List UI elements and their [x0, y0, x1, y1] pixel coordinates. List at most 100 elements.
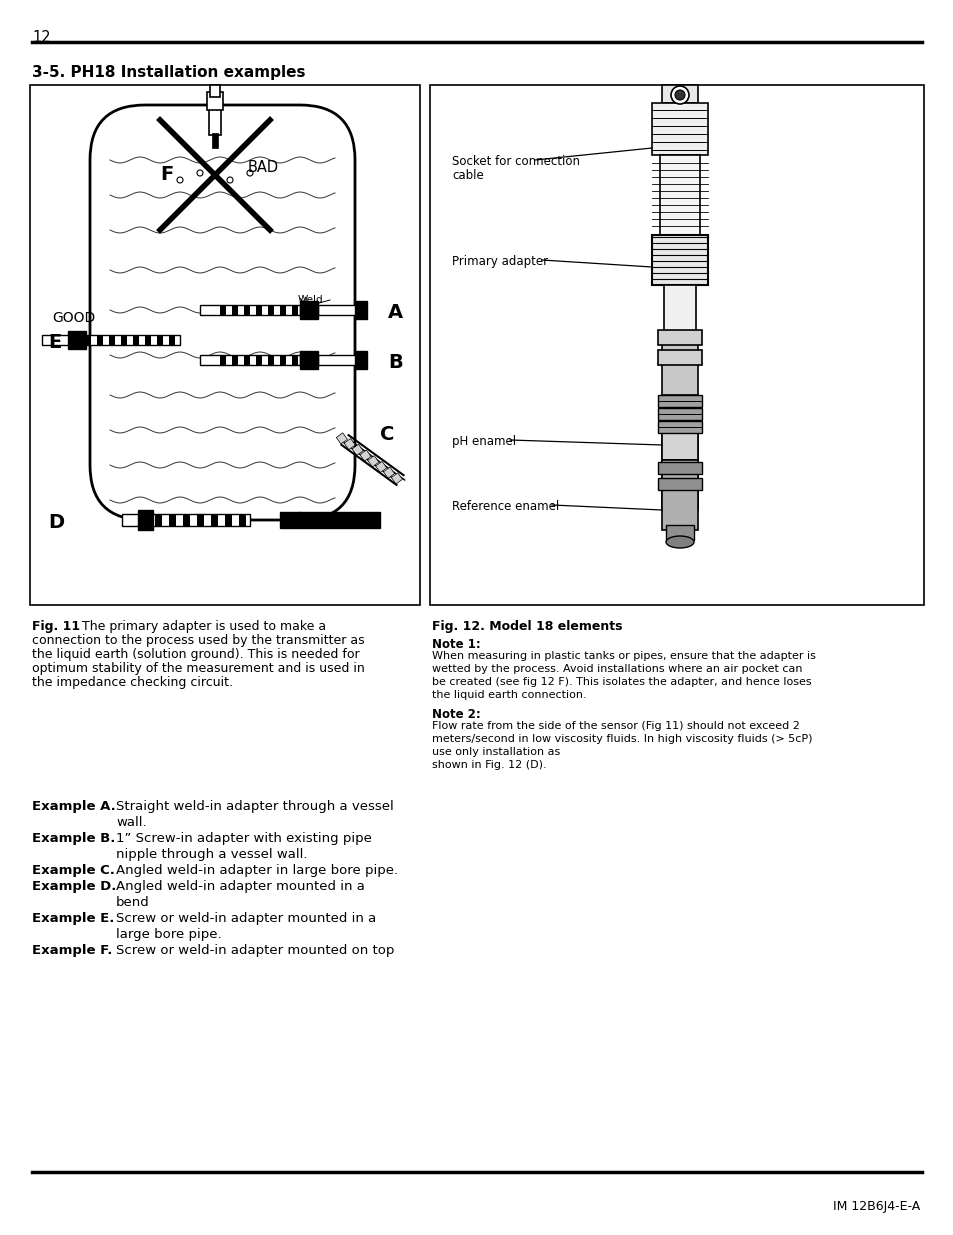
- Bar: [42, 335, 70, 345]
- Bar: [661, 459, 698, 530]
- Bar: [391, 473, 402, 484]
- Text: Example D.: Example D.: [32, 881, 116, 893]
- Bar: [225, 514, 232, 526]
- Bar: [30, 85, 419, 605]
- Text: bend: bend: [116, 897, 150, 909]
- Bar: [68, 331, 86, 350]
- Bar: [280, 513, 379, 529]
- Bar: [658, 408, 701, 420]
- Bar: [109, 335, 115, 345]
- Bar: [255, 305, 262, 315]
- Bar: [658, 462, 701, 474]
- Bar: [200, 305, 299, 315]
- Bar: [292, 305, 297, 315]
- Bar: [355, 301, 367, 319]
- Text: wetted by the process. Avoid installations where an air pocket can: wetted by the process. Avoid installatio…: [432, 664, 801, 674]
- Text: IM 12B6J4-E-A: IM 12B6J4-E-A: [832, 1200, 919, 1213]
- Bar: [663, 285, 696, 340]
- Bar: [280, 354, 286, 366]
- Text: the liquid earth connection.: the liquid earth connection.: [432, 690, 586, 700]
- Bar: [659, 156, 700, 235]
- Bar: [132, 335, 139, 345]
- Text: Screw or weld-in adapter mounted in a: Screw or weld-in adapter mounted in a: [116, 911, 375, 925]
- FancyBboxPatch shape: [90, 105, 355, 520]
- Circle shape: [675, 90, 684, 100]
- Bar: [355, 351, 367, 369]
- Text: BAD: BAD: [248, 161, 279, 175]
- Bar: [651, 235, 707, 285]
- Bar: [209, 100, 221, 135]
- Bar: [85, 335, 91, 345]
- Bar: [154, 514, 162, 526]
- Bar: [383, 467, 395, 478]
- Bar: [658, 395, 701, 408]
- Text: pH enamel: pH enamel: [452, 435, 516, 448]
- Circle shape: [670, 86, 688, 104]
- Text: The primary adapter is used to make a: The primary adapter is used to make a: [78, 620, 326, 634]
- Text: Fig. 11: Fig. 11: [32, 620, 80, 634]
- Text: D: D: [48, 513, 64, 531]
- Bar: [658, 478, 701, 490]
- Text: optimum stability of the measurement and is used in: optimum stability of the measurement and…: [32, 662, 364, 676]
- Bar: [207, 91, 223, 110]
- Bar: [317, 354, 357, 366]
- Bar: [220, 354, 226, 366]
- Bar: [85, 335, 180, 345]
- Bar: [665, 525, 693, 540]
- Bar: [359, 450, 371, 461]
- Text: wall.: wall.: [116, 816, 147, 829]
- Text: shown in Fig. 12 (D).: shown in Fig. 12 (D).: [432, 760, 546, 769]
- Bar: [375, 462, 386, 473]
- Text: 3-5. PH18 Installation examples: 3-5. PH18 Installation examples: [32, 65, 305, 80]
- Bar: [145, 335, 151, 345]
- Text: E: E: [48, 333, 61, 352]
- Bar: [210, 85, 220, 98]
- Bar: [661, 340, 698, 510]
- Bar: [150, 514, 250, 526]
- Text: Angled weld-in adapter mounted in a: Angled weld-in adapter mounted in a: [116, 881, 364, 893]
- Text: be created (see fig 12 F). This isolates the adapter, and hence loses: be created (see fig 12 F). This isolates…: [432, 677, 811, 687]
- Text: Primary adapter: Primary adapter: [452, 254, 548, 268]
- Text: Example A.: Example A.: [32, 800, 115, 813]
- Bar: [299, 351, 317, 369]
- Text: the impedance checking circuit.: the impedance checking circuit.: [32, 676, 233, 689]
- Text: Flow rate from the side of the sensor (Fig 11) should not exceed 2: Flow rate from the side of the sensor (F…: [432, 721, 799, 731]
- Text: use only installation as: use only installation as: [432, 747, 559, 757]
- Bar: [280, 305, 286, 315]
- Bar: [430, 85, 923, 605]
- Bar: [344, 438, 355, 450]
- Text: Example F.: Example F.: [32, 944, 112, 957]
- Text: the liquid earth (solution ground). This is needed for: the liquid earth (solution ground). This…: [32, 648, 359, 661]
- Bar: [200, 354, 299, 366]
- Bar: [232, 305, 237, 315]
- Bar: [220, 305, 226, 315]
- Bar: [299, 301, 317, 319]
- Bar: [658, 421, 701, 433]
- Text: Example B.: Example B.: [32, 832, 115, 845]
- Bar: [661, 85, 698, 103]
- Bar: [244, 305, 250, 315]
- Text: Reference enamel: Reference enamel: [452, 500, 558, 513]
- Bar: [658, 350, 701, 366]
- Bar: [169, 335, 174, 345]
- Ellipse shape: [665, 536, 693, 548]
- Text: Straight weld-in adapter through a vessel: Straight weld-in adapter through a vesse…: [116, 800, 394, 813]
- Text: Example C.: Example C.: [32, 864, 114, 877]
- Bar: [292, 354, 297, 366]
- Bar: [268, 305, 274, 315]
- Bar: [97, 335, 103, 345]
- Bar: [317, 305, 357, 315]
- Text: B: B: [388, 353, 402, 373]
- Bar: [352, 445, 363, 456]
- Bar: [157, 335, 163, 345]
- Text: GOOD: GOOD: [52, 311, 95, 325]
- Bar: [196, 514, 204, 526]
- Text: large bore pipe.: large bore pipe.: [116, 927, 221, 941]
- Bar: [122, 514, 140, 526]
- Bar: [183, 514, 190, 526]
- Text: Example E.: Example E.: [32, 911, 114, 925]
- Text: Note 2:: Note 2:: [432, 708, 480, 721]
- Bar: [336, 432, 347, 445]
- Bar: [367, 456, 378, 467]
- Bar: [169, 514, 175, 526]
